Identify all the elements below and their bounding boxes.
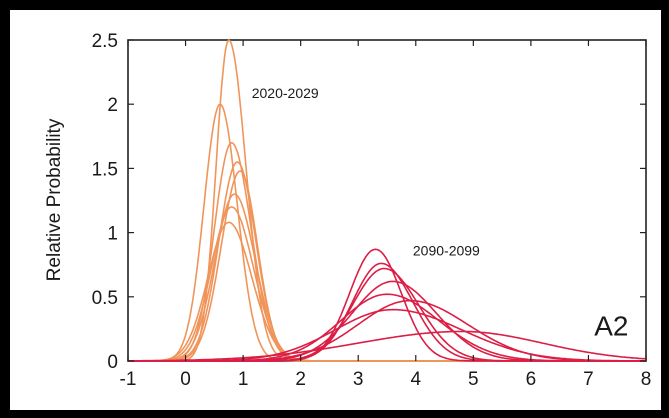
x-tick-label: 8 (641, 369, 652, 390)
probability-chart: -1 0 1 2 3 4 5 6 7 8 00.511.522.5 Relative Probab… (44, 31, 652, 390)
x-tick-label: 0 (180, 369, 191, 390)
y-axis-title: Relative Probability (44, 118, 65, 281)
x-tick-label: 4 (410, 369, 421, 390)
x-axis: -1 0 1 2 3 4 5 6 7 8 (120, 40, 652, 390)
chart-panel: -1 0 1 2 3 4 5 6 7 8 0 0.5 1 1.5 2 2.5 Relative Probab… (10, 10, 661, 410)
y-tick-label: 2 (107, 95, 118, 116)
curve-2090-2099-7 (128, 308, 646, 362)
annotations-layer: 2020-2029 2090-2099 A2 (252, 85, 629, 342)
x-tick-label: -1 (120, 369, 137, 390)
y-axis: 0 0.5 1 1.5 2 2.5 (92, 31, 646, 373)
y-tick-label: 1.5 (92, 159, 118, 180)
scenario-label: A2 (594, 310, 628, 341)
y-tick-label: 1 (107, 224, 118, 245)
curves-layer (128, 39, 647, 362)
x-tick-label: 7 (583, 369, 594, 390)
y-tick-label: 0.5 (92, 288, 118, 309)
curve-2090-2099-8 (128, 330, 647, 362)
x-tick-label: 6 (526, 369, 537, 390)
y-tick-label: 0 (107, 352, 118, 373)
y-tick-label: 2.5 (92, 31, 118, 52)
period-label: 2090-2099 (413, 243, 480, 259)
period-label: 2020-2029 (252, 85, 319, 101)
x-tick-label: 5 (468, 369, 479, 390)
x-tick-label: 3 (353, 369, 364, 390)
x-tick-label: 2 (295, 369, 306, 390)
x-tick-label: 1 (238, 369, 249, 390)
